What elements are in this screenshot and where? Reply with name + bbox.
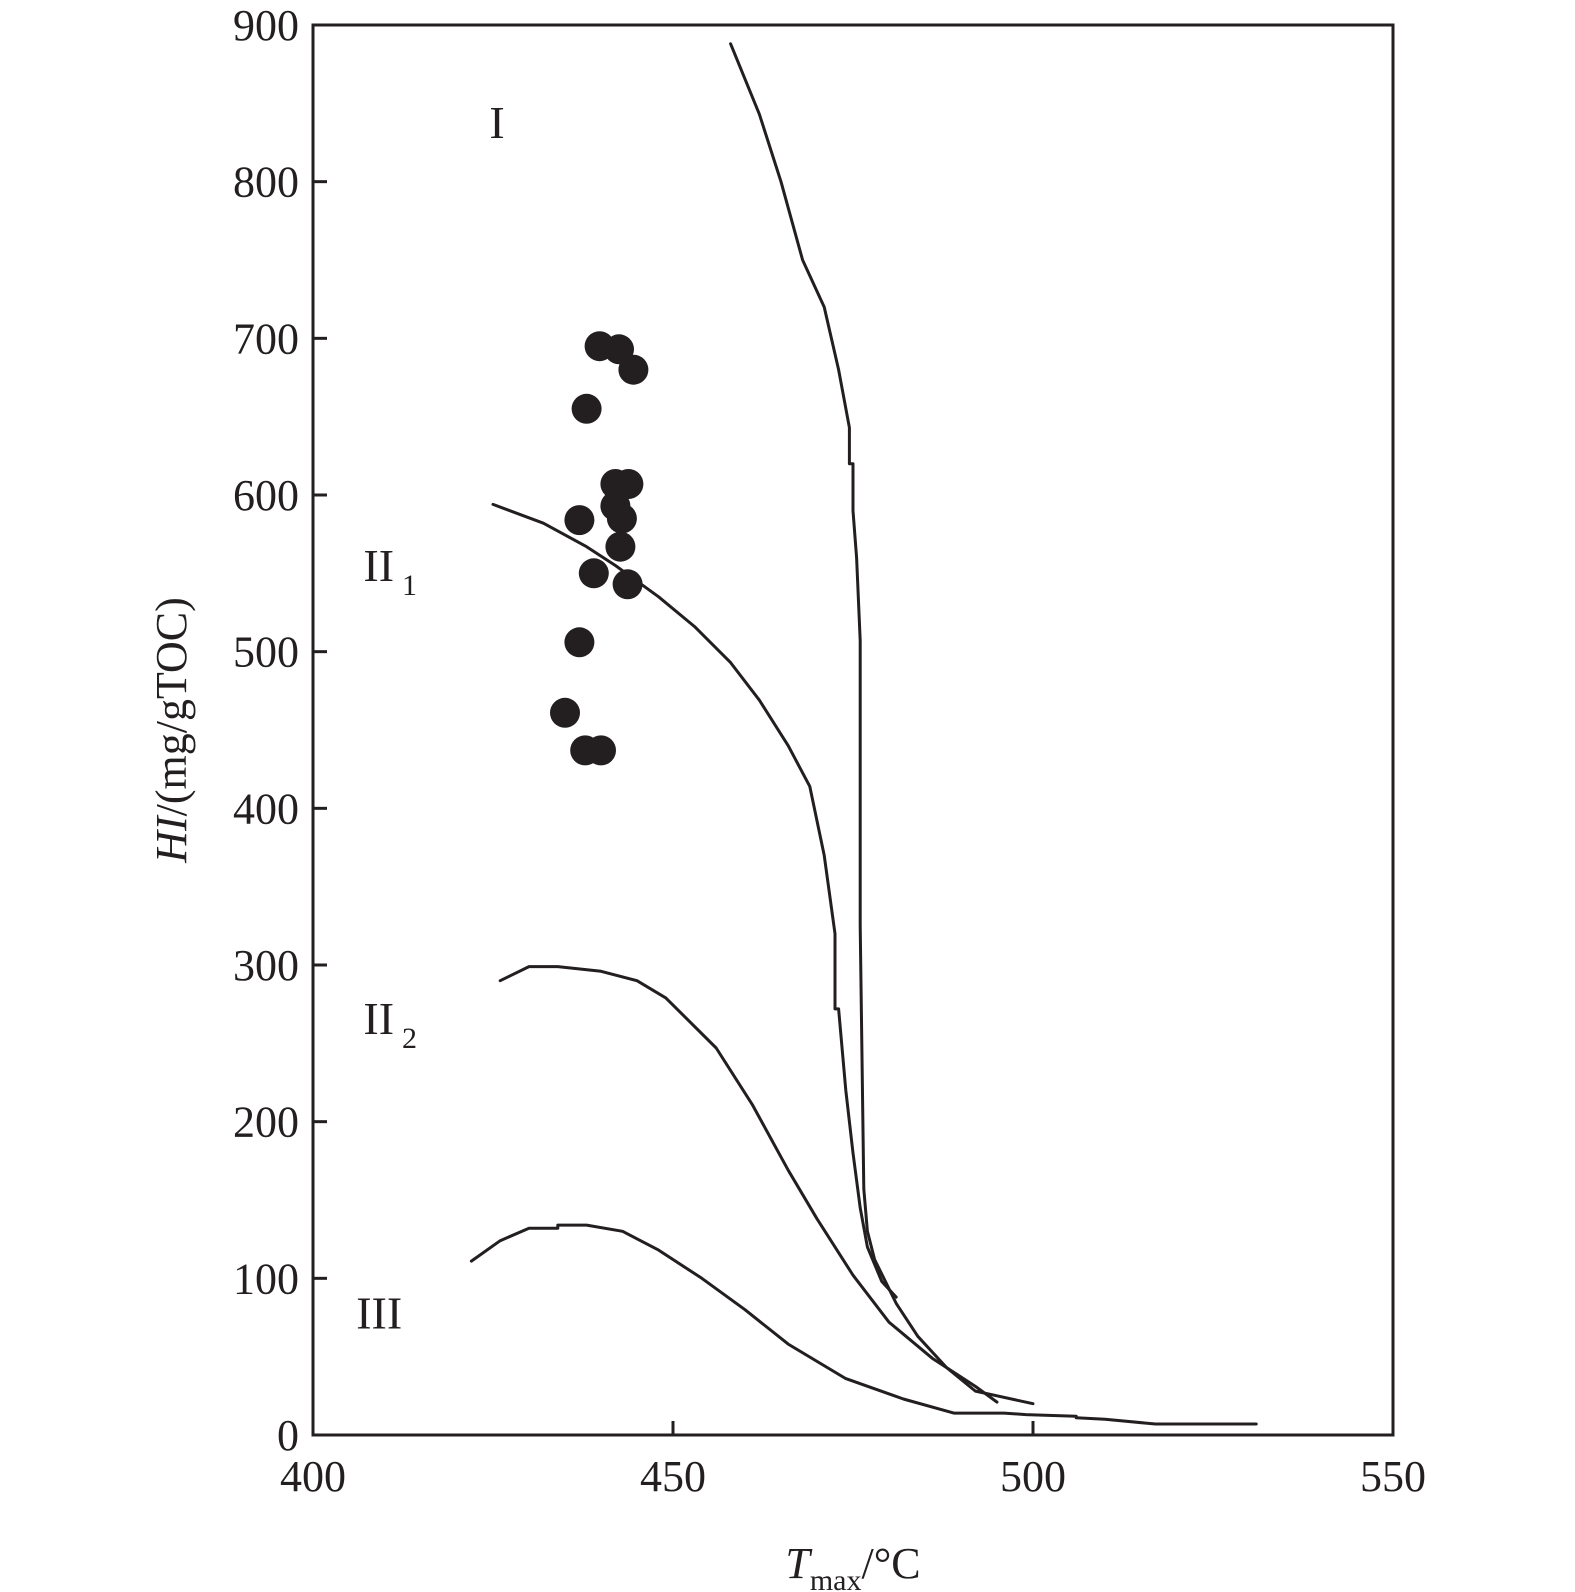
data-point-10 xyxy=(605,531,636,562)
curve-type-I xyxy=(729,42,1035,1406)
x-axis-title-sub: max xyxy=(810,1564,862,1592)
region-label-main: II xyxy=(363,540,394,591)
data-point-3 xyxy=(618,354,649,385)
data-point-13 xyxy=(564,627,595,658)
type-boundary-curves xyxy=(469,42,1258,1426)
y-tick-label-600: 600 xyxy=(233,471,299,520)
y-axis-title-unit: /(mg/gTOC) xyxy=(147,597,196,816)
x-tick-label-500: 500 xyxy=(1000,1452,1066,1501)
x-axis-title-unit: /°C xyxy=(861,1539,920,1588)
region-label-2: II 1 xyxy=(363,540,417,602)
y-tick-label-500: 500 xyxy=(233,628,299,677)
y-tick-label-300: 300 xyxy=(233,941,299,990)
curve-type-II2 xyxy=(498,965,999,1404)
plot-frame xyxy=(311,23,1395,1437)
y-tick-label-0: 0 xyxy=(277,1411,299,1460)
axis-ticks: 400 450 500 550 0 100 200 300 400 500 600 700 800 900 xyxy=(233,1,1426,1501)
y-axis-title-main: HI xyxy=(147,814,196,864)
curve-type-II1 xyxy=(491,502,898,1299)
data-point-9 xyxy=(606,503,637,534)
region-label-sub: 1 xyxy=(402,569,417,602)
region-label-1: I xyxy=(489,97,504,148)
x-axis-title-main: T xyxy=(785,1539,813,1588)
region-label-4: III xyxy=(356,1288,402,1339)
y-axis-title: HI/(mg/gTOC) xyxy=(147,597,196,864)
data-point-5 xyxy=(564,505,595,536)
data-point-12 xyxy=(612,569,643,600)
y-tick-label-200: 200 xyxy=(233,1098,299,1147)
data-point-16 xyxy=(586,735,616,766)
region-label-main: II xyxy=(363,993,394,1044)
y-tick-label-100: 100 xyxy=(233,1254,299,1303)
data-point-4 xyxy=(571,393,602,424)
x-tick-label-450: 450 xyxy=(640,1452,706,1501)
region-label-main: I xyxy=(489,97,504,148)
x-tick-label-550: 550 xyxy=(1360,1452,1426,1501)
y-tick-label-800: 800 xyxy=(233,158,299,207)
region-label-3: II 2 xyxy=(363,993,417,1055)
region-label-sub: 2 xyxy=(402,1022,417,1055)
curve-type-III xyxy=(469,1223,1258,1426)
data-point-7 xyxy=(613,469,644,499)
y-tick-label-900: 900 xyxy=(233,1,299,50)
sample-points xyxy=(550,331,649,766)
y-tick-label-700: 700 xyxy=(233,314,299,363)
region-label-main: III xyxy=(356,1288,402,1339)
x-tick-label-400: 400 xyxy=(280,1452,346,1501)
x-axis-title: Tmax/°C xyxy=(785,1539,920,1592)
data-point-14 xyxy=(550,697,580,728)
data-point-11 xyxy=(578,558,609,589)
y-tick-label-400: 400 xyxy=(233,784,299,833)
